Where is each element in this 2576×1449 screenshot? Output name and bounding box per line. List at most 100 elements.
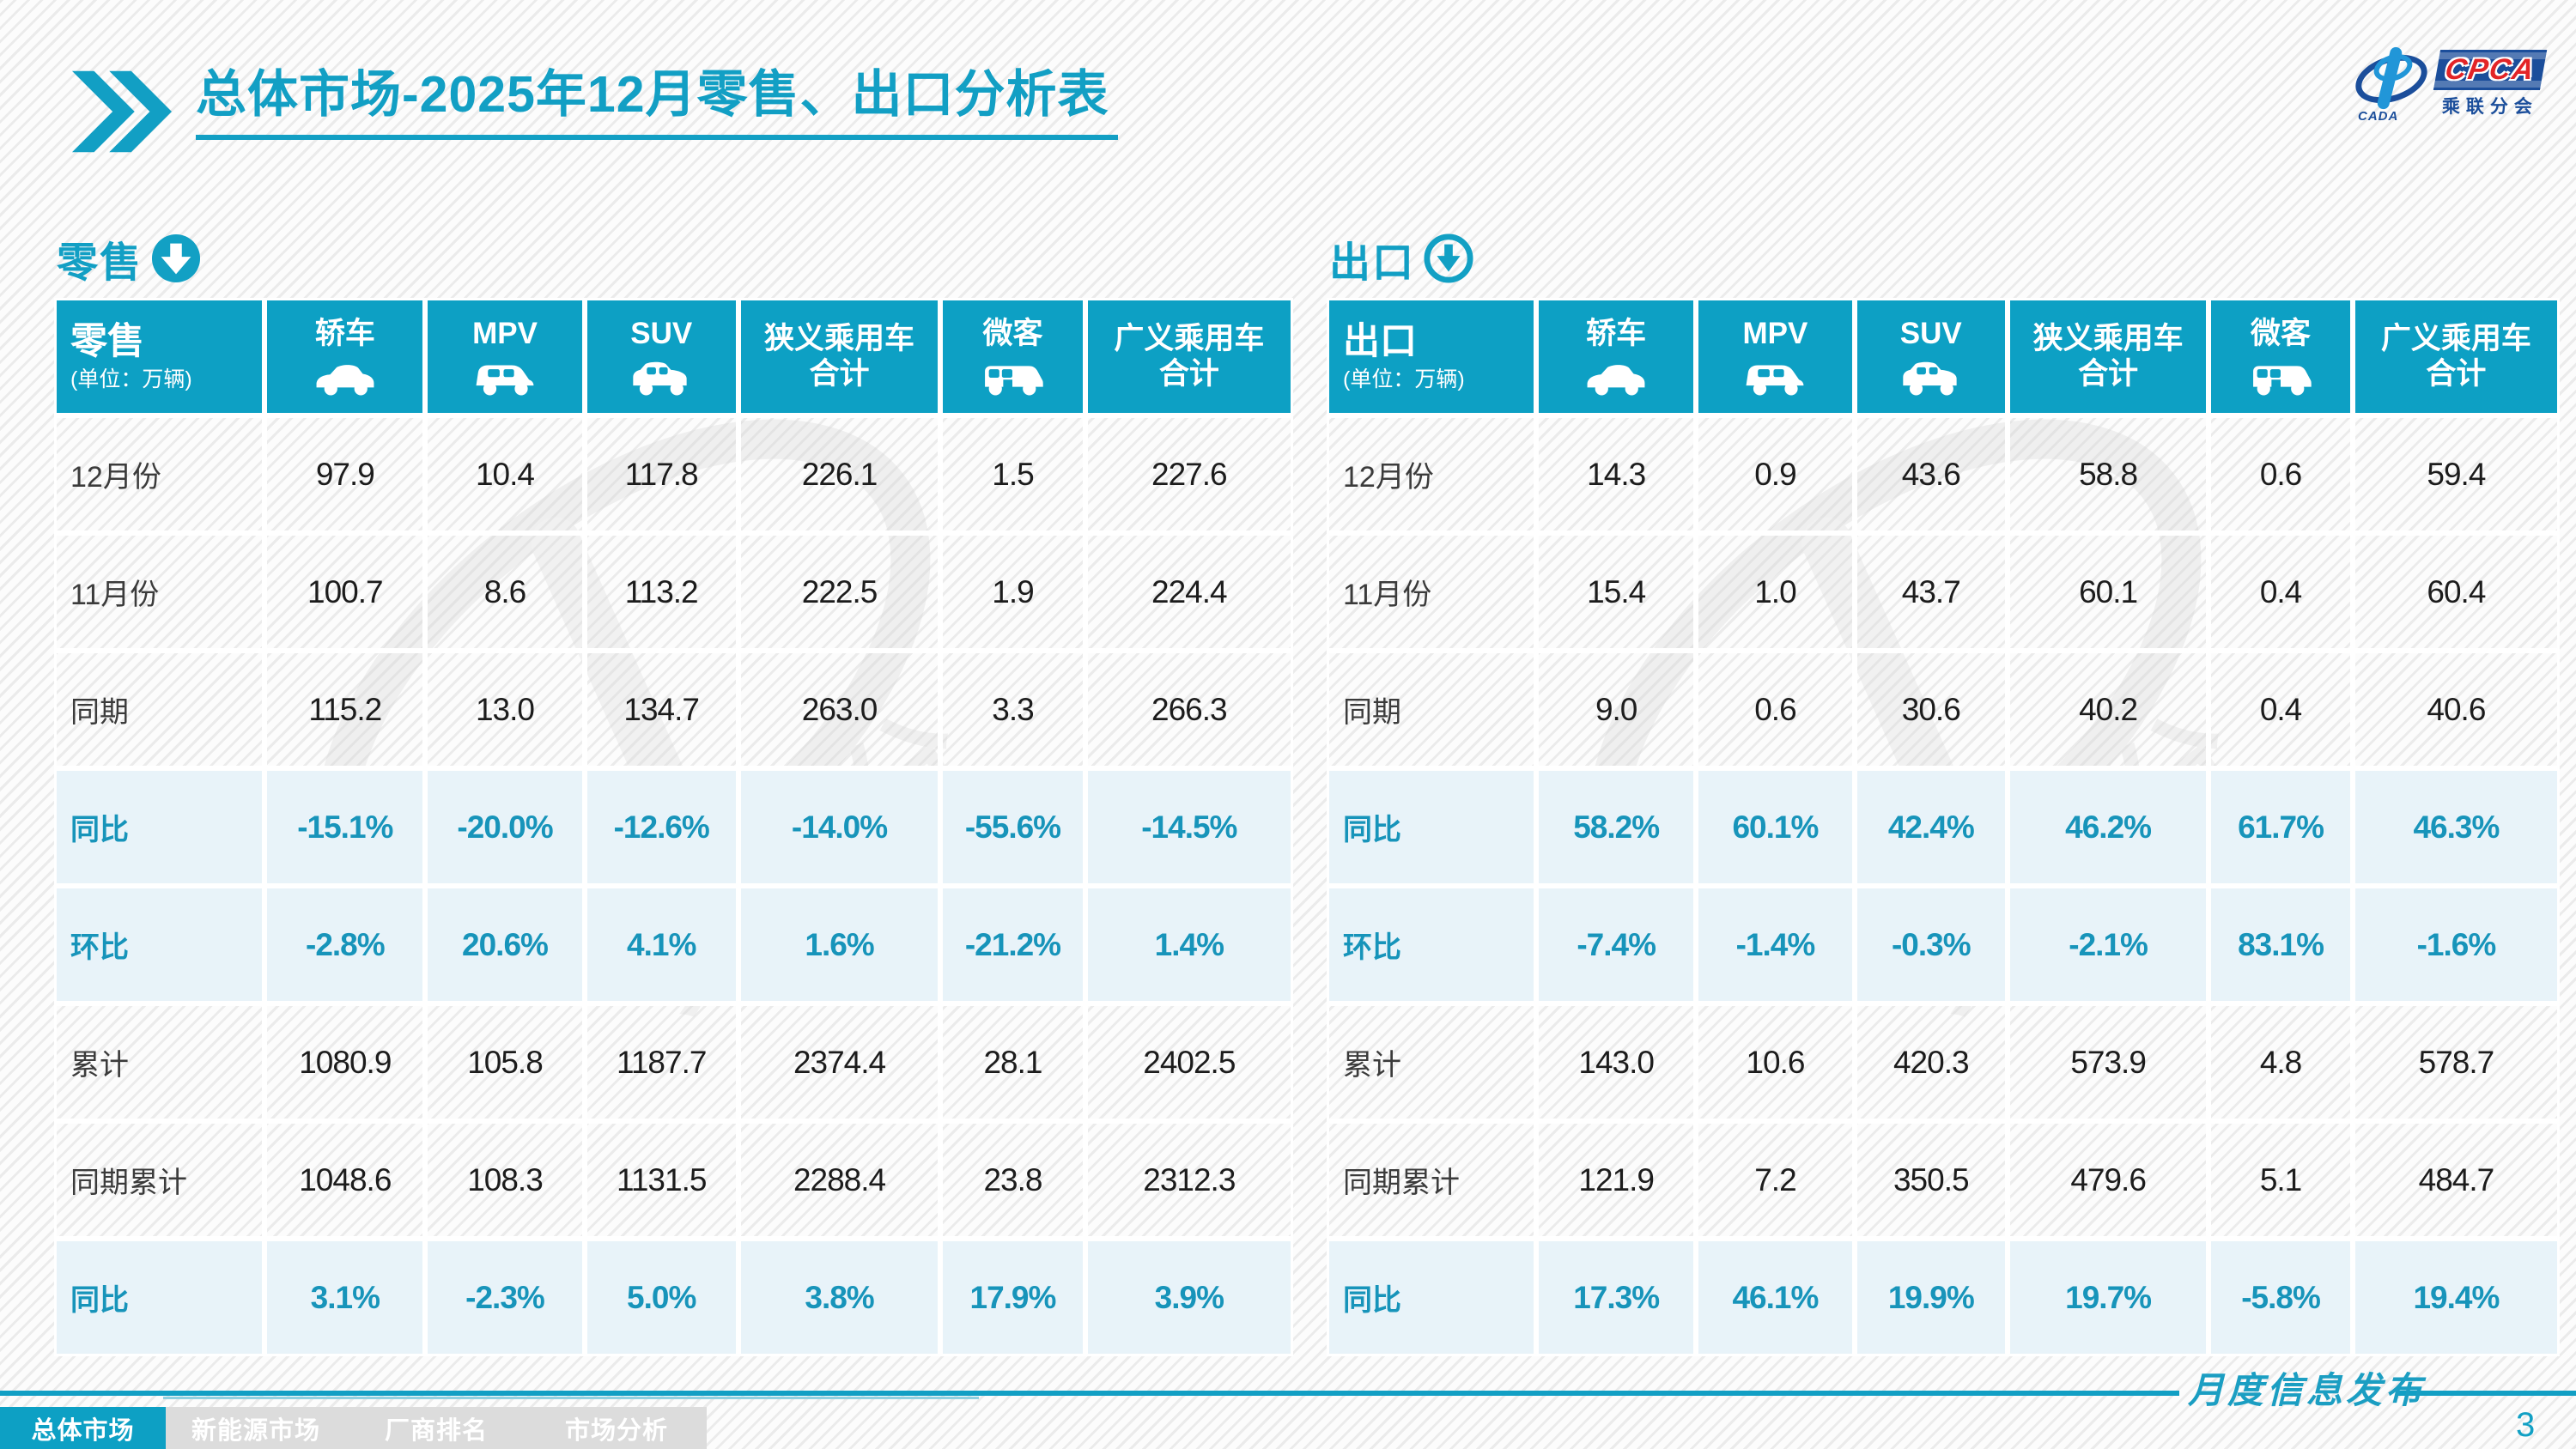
column-header-suv: SUV <box>1854 298 2008 415</box>
export-section-tag: 出口 <box>1329 228 1473 288</box>
table-cell: 58.8 <box>2007 415 2209 533</box>
table-cell: 1048.6 <box>264 1121 426 1239</box>
table-cell: 7.2 <box>1696 1121 1855 1239</box>
table-cell: 46.2% <box>2007 768 2209 886</box>
table-cell: 420.3 <box>1854 1003 2008 1121</box>
down-arrow-filled-icon <box>151 233 201 283</box>
nav-tab-overall-market[interactable]: 总体市场 <box>0 1407 166 1449</box>
column-header-label: MPV <box>472 317 538 351</box>
table-cell: 108.3 <box>425 1121 585 1239</box>
export-header-unit: (单位：万辆) <box>1343 367 1465 391</box>
cpca-label: CPCA <box>2433 50 2548 91</box>
row-label: 同期 <box>54 651 265 768</box>
retail-section-label: 零售 <box>57 240 143 286</box>
table-cell: -21.2% <box>940 886 1085 1003</box>
table-cell: 578.7 <box>2352 1003 2560 1121</box>
column-header-narrow-pv-total: 狭义乘用车 合计 <box>738 298 941 415</box>
cada-emblem-icon: CADA <box>2349 45 2433 124</box>
nav-tab-market-analysis[interactable]: 市场分析 <box>564 1416 668 1445</box>
table-cell: 143.0 <box>1536 1003 1697 1121</box>
column-header-label: SUV <box>1899 317 1962 351</box>
row-label: 环比 <box>1327 886 1537 1003</box>
table-cell: 3.8% <box>738 1239 941 1356</box>
sedan-car-icon <box>316 364 374 396</box>
table-cell: 15.4 <box>1536 533 1697 651</box>
down-arrow-ring-icon <box>1424 233 1473 283</box>
table-cell: 19.4% <box>2352 1239 2560 1356</box>
microvan-icon <box>2253 365 2312 396</box>
table-cell: 3.3 <box>940 651 1085 768</box>
table-cell: 222.5 <box>738 533 941 651</box>
table-cell: 266.3 <box>1084 651 1293 768</box>
column-header-label2: 合计 <box>2078 356 2139 391</box>
row-label: 12月份 <box>54 415 265 533</box>
cpca-sub-label: 乘联分会 <box>2441 96 2538 117</box>
table-cell: 479.6 <box>2007 1121 2209 1239</box>
column-header-mpv: MPV <box>425 298 585 415</box>
bottom-nav: 总体市场 新能源市场 厂商排名 市场分析 <box>0 1407 707 1449</box>
column-header-label2: 合计 <box>1158 356 1219 391</box>
table-cell: -2.1% <box>2007 886 2209 1003</box>
table-cell: -55.6% <box>940 768 1085 886</box>
row-label: 同期累计 <box>1327 1121 1537 1239</box>
row-label: 同比 <box>54 768 265 886</box>
column-header-label: 狭义乘用车 <box>764 322 915 356</box>
table-cell: 9.0 <box>1536 651 1697 768</box>
table-cell: -1.6% <box>2352 886 2560 1003</box>
column-header-microvan: 微客 <box>2208 298 2353 415</box>
cpca-logo: CADA CPCA 乘联分会 <box>2349 45 2548 124</box>
column-header-label: 轿车 <box>1586 317 1647 351</box>
table-cell: 19.7% <box>2007 1239 2209 1356</box>
table-cell: 2312.3 <box>1084 1121 1293 1239</box>
table-cell: 100.7 <box>264 533 426 651</box>
table-cell: 117.8 <box>584 415 738 533</box>
column-header-suv: SUV <box>584 298 738 415</box>
table-cell: 97.9 <box>264 415 426 533</box>
table-cell: 20.6% <box>425 886 585 1003</box>
table-cell: 0.4 <box>2208 533 2353 651</box>
table-cell: 8.6 <box>425 533 585 651</box>
table-cell: 227.6 <box>1084 415 1293 533</box>
table-cell: -1.4% <box>1696 886 1855 1003</box>
row-label: 环比 <box>54 886 265 1003</box>
column-header-sedan: 轿车 <box>264 298 426 415</box>
table-cell: 0.6 <box>1696 651 1855 768</box>
retail-table: 零售 (单位：万辆) 轿车 MPV SUV 狭义乘用车 合计 微客 广义乘用车 … <box>54 298 1293 1356</box>
retail-header-unit: (单位：万辆) <box>70 367 192 391</box>
table-cell: 134.7 <box>584 651 738 768</box>
table-cell: 2402.5 <box>1084 1003 1293 1121</box>
export-header-corner: 出口 (单位：万辆) <box>1327 298 1537 415</box>
suv-car-icon <box>633 361 687 396</box>
table-cell: 1080.9 <box>264 1003 426 1121</box>
column-header-label: 微客 <box>982 317 1043 351</box>
nav-tab-oem-ranking[interactable]: 厂商排名 <box>384 1416 488 1445</box>
retail-header-corner: 零售 (单位：万辆) <box>54 298 265 415</box>
footer-script-label: 月度信息发布 <box>2188 1369 2426 1411</box>
row-label: 同比 <box>1327 1239 1537 1356</box>
table-cell: 17.3% <box>1536 1239 1697 1356</box>
page-number: 3 <box>2516 1406 2536 1444</box>
table-cell: 0.9 <box>1696 415 1855 533</box>
table-cell: 1.4% <box>1084 886 1293 1003</box>
column-header-broad-pv-total: 广义乘用车 合计 <box>1084 298 1293 415</box>
export-header-title: 出口 <box>1343 321 1417 363</box>
column-header-label: 微客 <box>2251 317 2312 351</box>
nav-tab-nev-market[interactable]: 新能源市场 <box>191 1416 320 1445</box>
table-cell: 1.0 <box>1696 533 1855 651</box>
table-cell: 14.3 <box>1536 415 1697 533</box>
table-cell: 10.6 <box>1696 1003 1855 1121</box>
column-header-label: MPV <box>1742 317 1808 351</box>
retail-header-title: 零售 <box>70 321 144 363</box>
export-section-label: 出口 <box>1329 240 1416 286</box>
table-cell: 30.6 <box>1854 651 2008 768</box>
column-header-label2: 合计 <box>809 356 870 391</box>
page-title-rest: -2025年12月零售、出口分析表 <box>402 66 1109 123</box>
row-label: 同比 <box>54 1239 265 1356</box>
bottom-rule-accent <box>163 1397 979 1399</box>
column-header-label: 广义乘用车 <box>2380 322 2531 356</box>
row-label: 11月份 <box>54 533 265 651</box>
table-cell: 4.8 <box>2208 1003 2353 1121</box>
table-cell: -12.6% <box>584 768 738 886</box>
table-cell: -5.8% <box>2208 1239 2353 1356</box>
row-label: 累计 <box>54 1003 265 1121</box>
